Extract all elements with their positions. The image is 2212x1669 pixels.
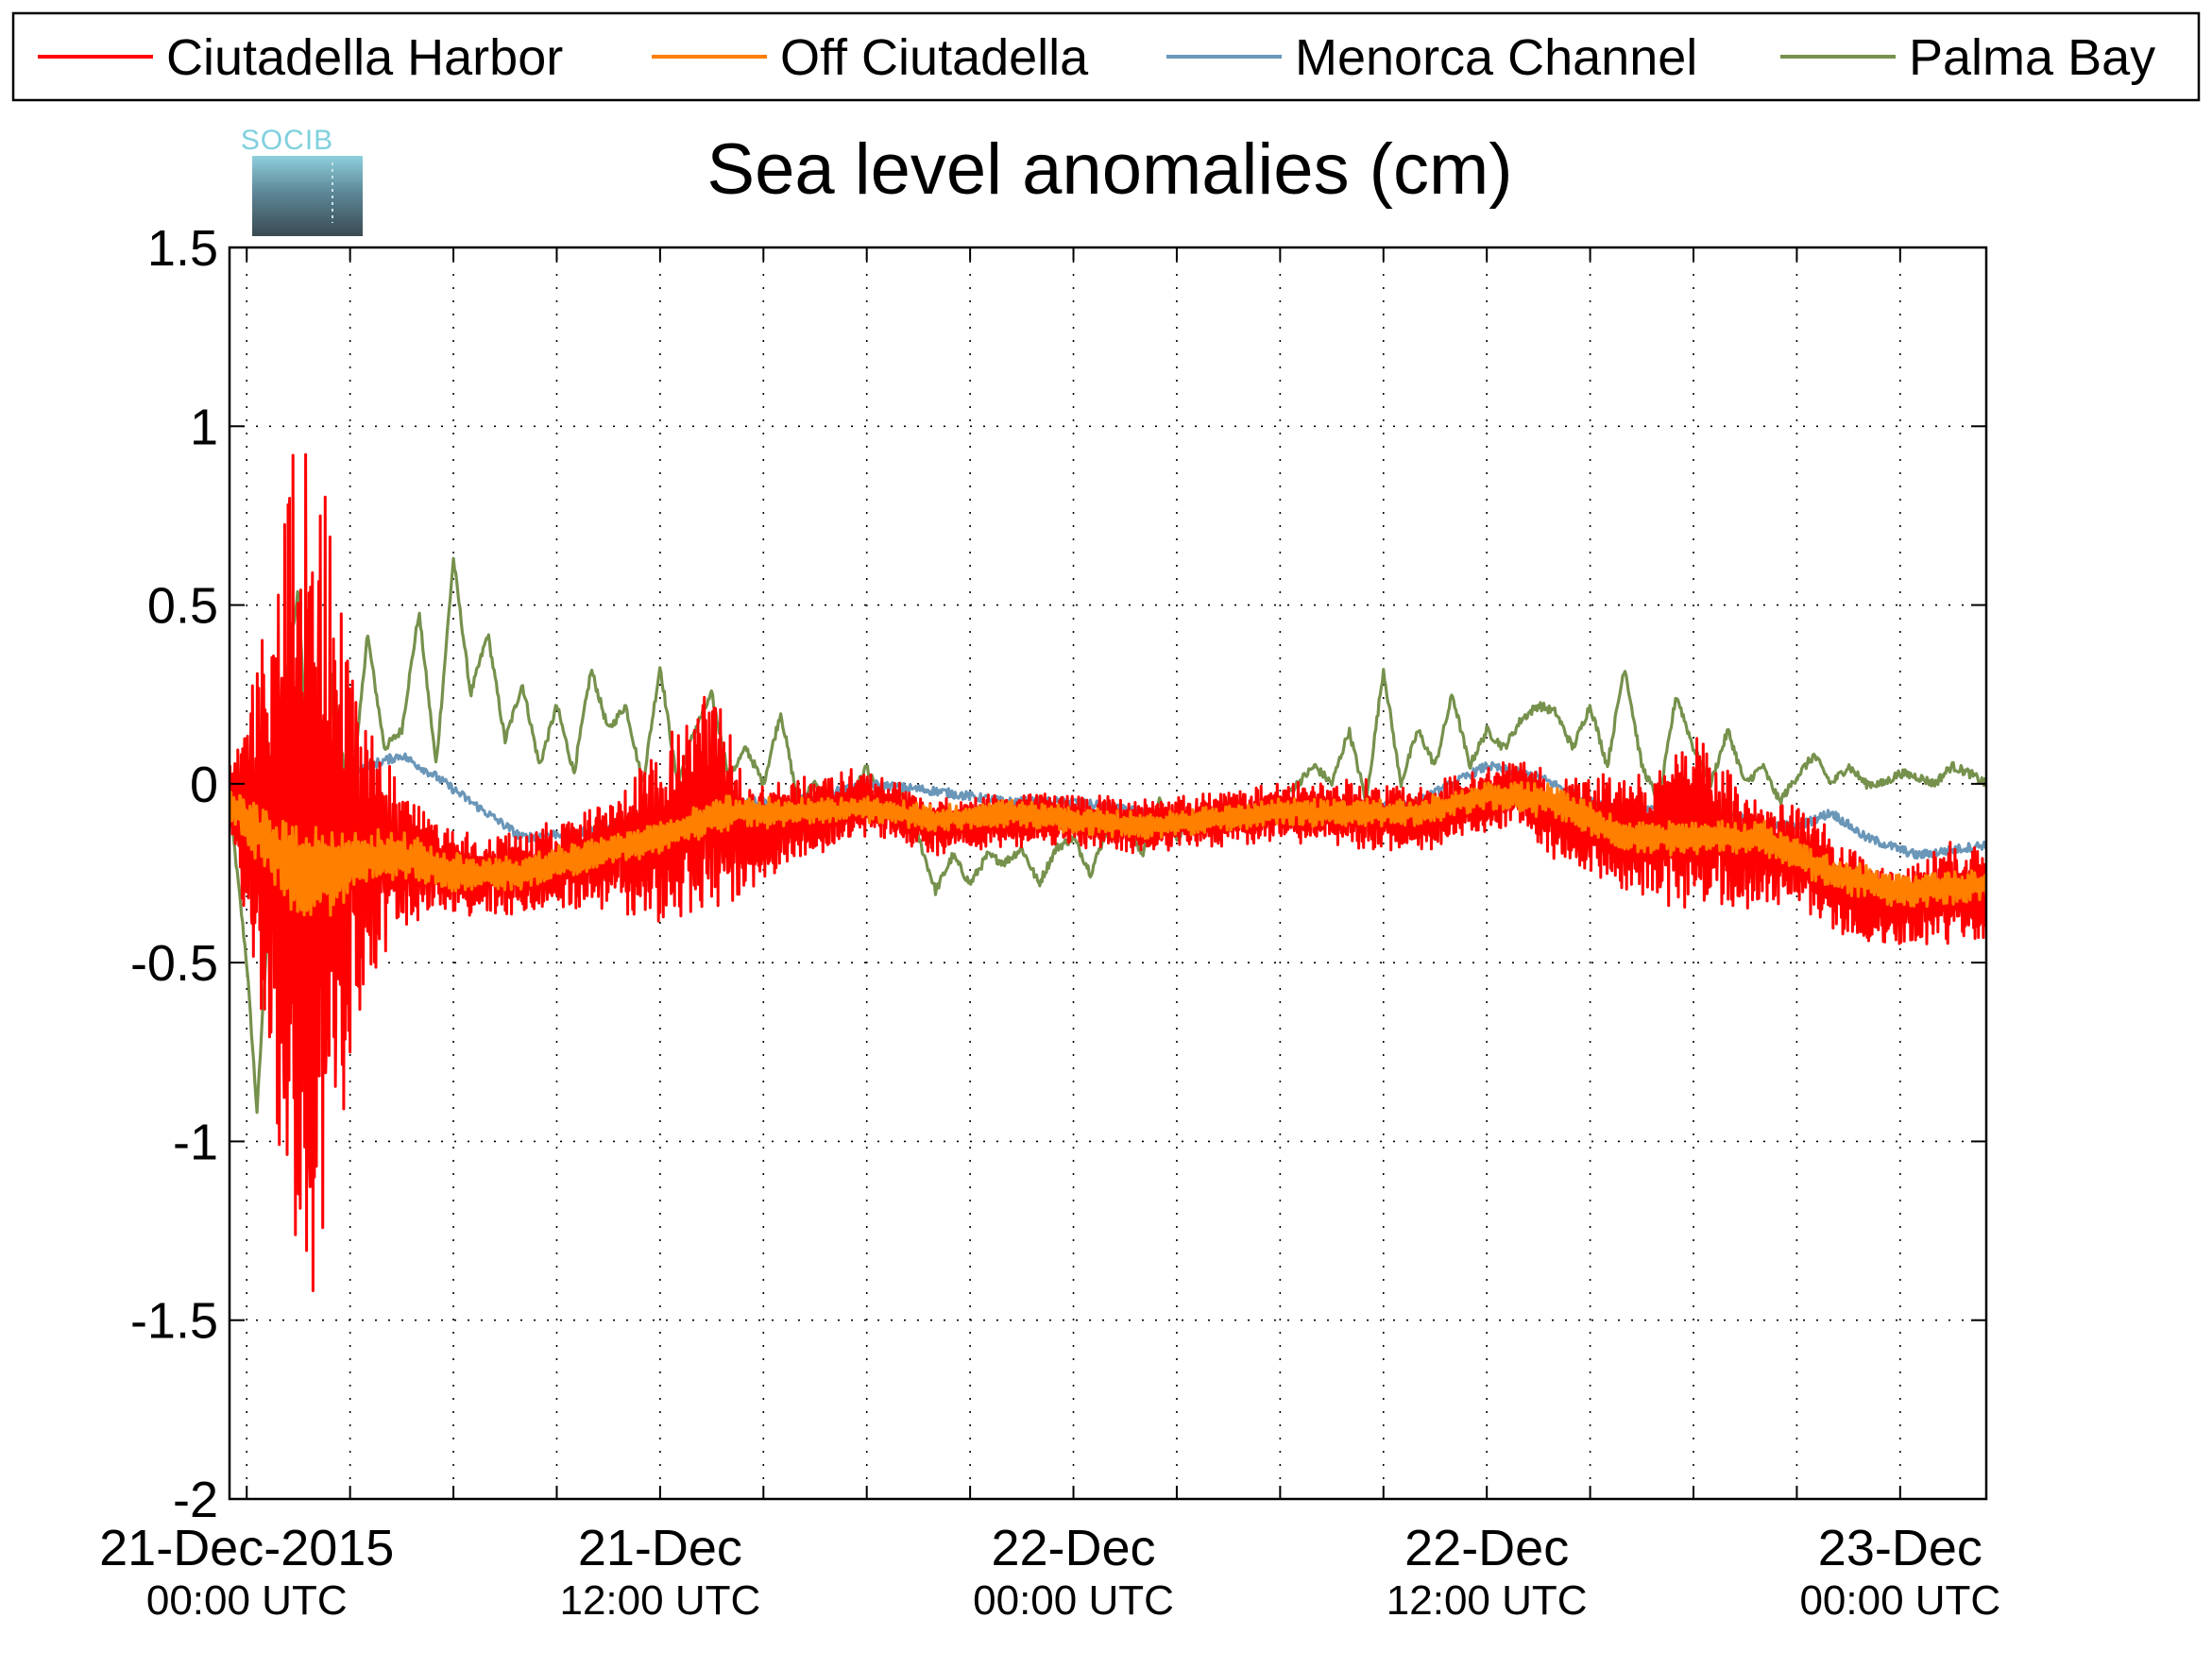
legend: Ciutadella Harbor Off Ciutadella Menorca C… xyxy=(13,13,2199,100)
socib-logo: SOCIB xyxy=(241,125,363,236)
y-tick-label: -0.5 xyxy=(130,935,218,992)
x-tick-label-date: 21-Dec-2015 xyxy=(99,1520,394,1576)
y-tick-label: -1 xyxy=(173,1114,218,1170)
y-tick-label: 1 xyxy=(190,399,218,455)
x-tick-label-time: 12:00 UTC xyxy=(1387,1577,1588,1624)
legend-label: Ciutadella Harbor xyxy=(166,29,563,86)
legend-label: Palma Bay xyxy=(1909,29,2155,86)
y-tick-labels: 1.510.50-0.5-1-1.5-2 xyxy=(130,220,218,1528)
y-tick-label: 1.5 xyxy=(147,220,218,277)
y-tick-label: 0.5 xyxy=(147,578,218,635)
x-tick-label-time: 00:00 UTC xyxy=(1799,1577,2000,1624)
legend-label: Menorca Channel xyxy=(1295,29,1697,86)
x-tick-label-time: 12:00 UTC xyxy=(559,1577,760,1624)
chart-title: Sea level anomalies (cm) xyxy=(706,129,1512,210)
x-tick-label-time: 00:00 UTC xyxy=(973,1577,1174,1624)
y-tick-label: 0 xyxy=(190,757,218,813)
y-tick-label: -1.5 xyxy=(130,1293,218,1350)
x-tick-label-date: 22-Dec xyxy=(1404,1520,1569,1576)
x-tick-label-time: 00:00 UTC xyxy=(146,1577,348,1624)
x-tick-label-date: 23-Dec xyxy=(1818,1520,1982,1576)
legend-label: Off Ciutadella xyxy=(780,29,1089,86)
socib-logo-block xyxy=(252,156,363,236)
x-tick-label-date: 21-Dec xyxy=(578,1520,742,1576)
x-tick-label-date: 22-Dec xyxy=(991,1520,1155,1576)
socib-logo-text: SOCIB xyxy=(241,125,333,156)
data-series xyxy=(230,454,1986,1290)
